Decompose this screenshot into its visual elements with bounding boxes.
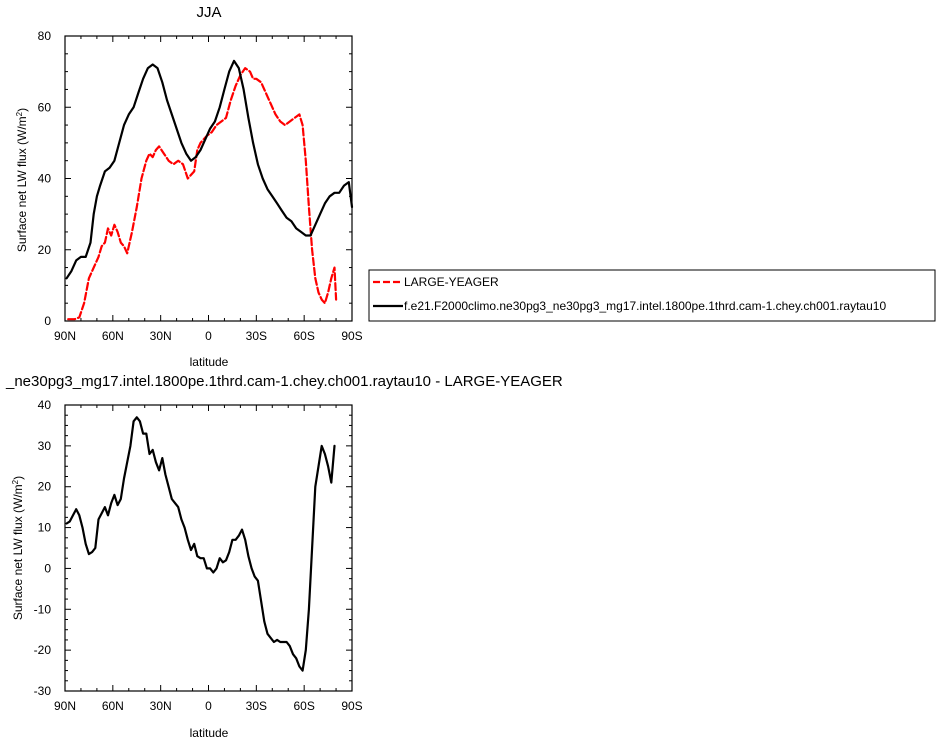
legend: LARGE-YEAGER f.e21.F2000climo.ne30pg3_ne…: [368, 269, 936, 322]
top-y-axis-label: Surface net LW flux (W/m2): [15, 108, 29, 252]
bottom-x-tick-label: 30N: [150, 699, 172, 713]
bottom-plot-frame: [64, 404, 353, 692]
top-plot-area: 90N 60N 30N 0 30S 60S 90S 0 20 40 60 80: [38, 29, 363, 343]
bottom-y-tick-label: 0: [44, 561, 51, 575]
bottom-y-tick-label: 30: [38, 439, 52, 453]
bottom-x-tick-label: 0: [205, 699, 212, 713]
legend-label-model: f.e21.F2000climo.ne30pg3_ne30pg3_mg17.in…: [404, 299, 886, 313]
bottom-series-line-1: [65, 416, 336, 672]
bottom-y-axis-label: Surface net LW flux (W/m2): [11, 476, 25, 620]
bottom-y-tick-label: 10: [38, 521, 52, 535]
top-x-tick-label: 60S: [293, 329, 314, 343]
top-y-tick-label: 40: [38, 172, 52, 186]
bottom-y-tick-label: -20: [34, 643, 52, 657]
bottom-x-tick-label: 60N: [102, 699, 124, 713]
bottom-y-tick-label: -30: [34, 684, 52, 698]
bottom-chart-title: _ne30pg3_mg17.intel.1800pe.1thrd.cam-1.c…: [5, 373, 563, 390]
top-y-tick-label: 20: [38, 243, 52, 257]
top-panel: JJA 90N 60N 30N 0 30S 60S 90S 0 20 40 60 80 latitud…: [15, 4, 363, 369]
top-y-tick-label: 60: [38, 100, 52, 114]
bottom-panel: _ne30pg3_mg17.intel.1800pe.1thrd.cam-1.c…: [5, 373, 563, 740]
top-x-tick-label: 0: [205, 329, 212, 343]
top-x-tick-label: 30S: [246, 329, 267, 343]
bottom-plot-area: 90N 60N 30N 0 30S 60S 90S -30 -20 -10 0 10 20 30 40: [34, 398, 363, 713]
top-x-tick-label: 90N: [54, 329, 76, 343]
top-x-tick-label: 60N: [102, 329, 124, 343]
bottom-y-tick-label: 20: [38, 480, 52, 494]
top-chart-title: JJA: [196, 4, 221, 21]
bottom-y-tick-label: -10: [34, 602, 52, 616]
bottom-x-axis-label: latitude: [190, 726, 229, 740]
legend-box: [368, 269, 936, 322]
top-x-tick-label: 90S: [341, 329, 362, 343]
bottom-x-tick-label: 60S: [293, 699, 314, 713]
top-x-tick-label: 30N: [150, 329, 172, 343]
top-series-line-2: [65, 59, 354, 280]
bottom-x-tick-label: 30S: [246, 699, 267, 713]
legend-label-large-yeager: LARGE-YEAGER: [404, 275, 499, 289]
bottom-x-tick-label: 90S: [341, 699, 362, 713]
top-y-tick-label: 80: [38, 29, 52, 43]
top-y-tick-label: 0: [44, 314, 51, 328]
top-x-axis-label: latitude: [190, 355, 229, 369]
top-series-line-1: [67, 66, 338, 321]
top-plot-frame: [64, 35, 353, 322]
bottom-x-tick-label: 90N: [54, 699, 76, 713]
bottom-y-tick-label: 40: [38, 398, 52, 412]
